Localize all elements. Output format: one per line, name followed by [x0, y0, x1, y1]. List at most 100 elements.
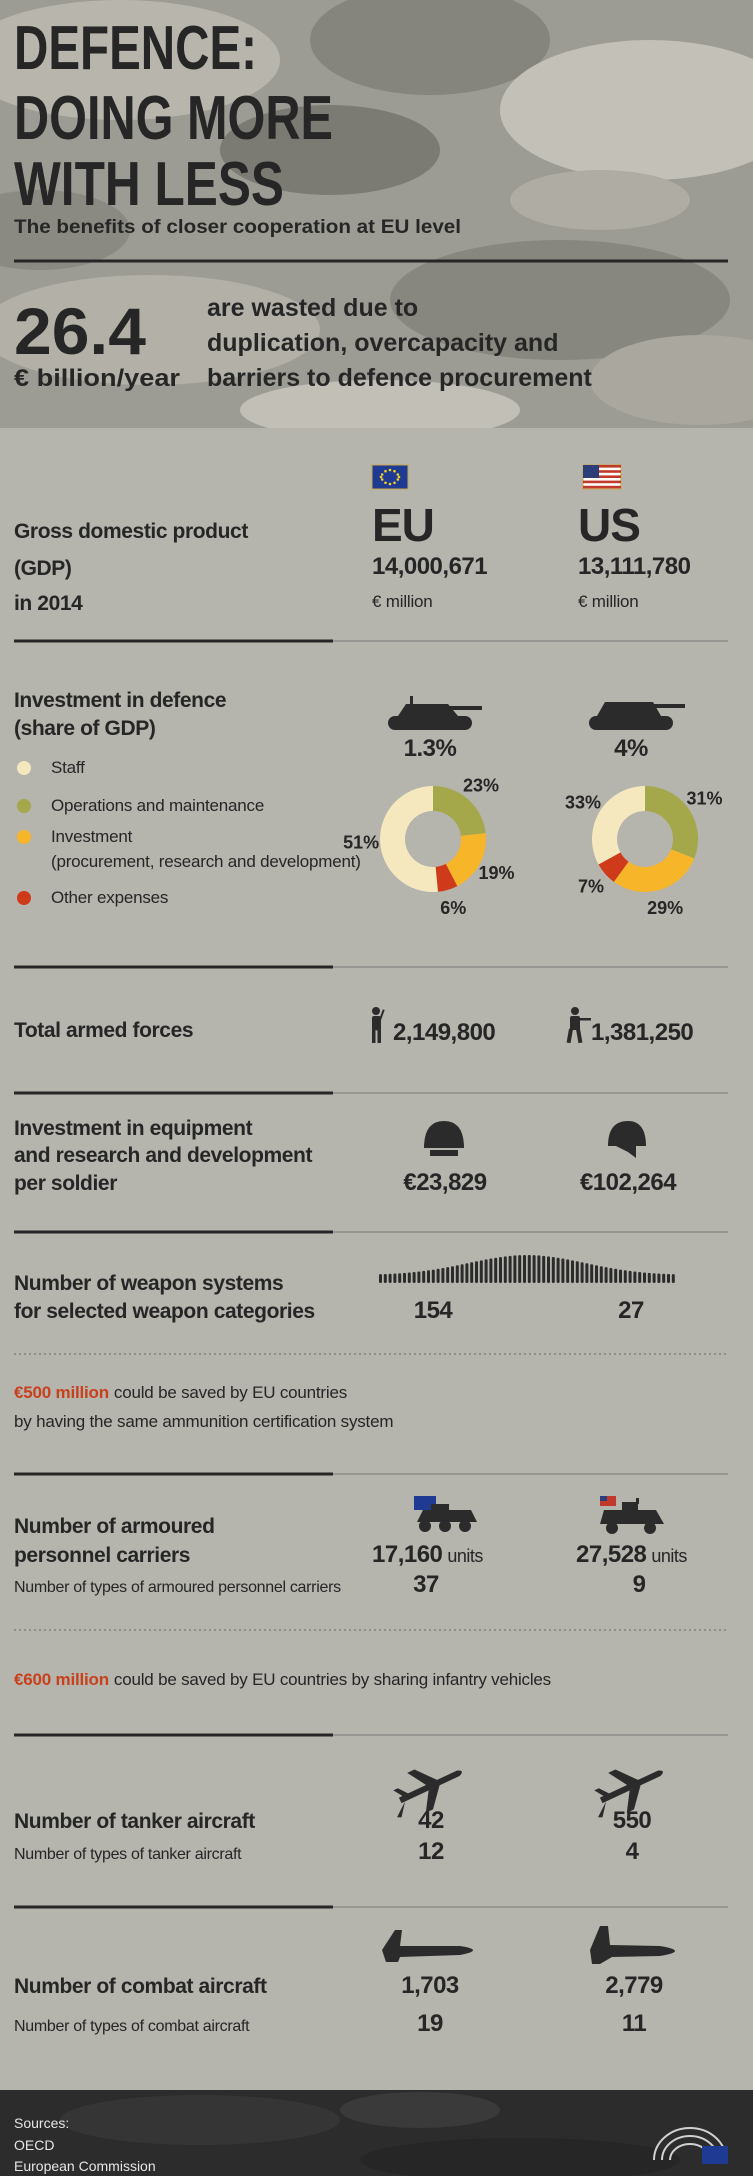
weapon-bar — [383, 1273, 387, 1283]
weapon-bar — [398, 1273, 402, 1283]
row-label: Investment in equipment — [14, 1117, 253, 1140]
weapon-bar — [580, 1262, 584, 1283]
donut-label: 33% — [565, 792, 601, 812]
subtitle: The benefits of closer cooperation at EU… — [14, 217, 461, 238]
source-item: OECD — [14, 2137, 54, 2153]
row-label: per soldier — [14, 1172, 117, 1195]
types-label: Number of types of armoured personnel ca… — [14, 1579, 341, 1596]
weapon-bar — [503, 1256, 507, 1283]
weapon-bar — [427, 1270, 430, 1283]
saving-note: €500 million could be saved by EU countri… — [14, 1383, 347, 1402]
weapon-bar — [455, 1265, 459, 1283]
weapon-bar — [479, 1260, 483, 1283]
weapon-bar — [470, 1262, 474, 1283]
aircraft-value: 2,779 — [605, 1972, 663, 1999]
weapon-bar — [652, 1273, 656, 1283]
donut-label: 23% — [463, 775, 499, 795]
weapon-bar — [460, 1264, 464, 1283]
weapon-bar — [417, 1271, 421, 1283]
donut-label: 19% — [478, 863, 514, 883]
parliament-logo — [653, 2127, 728, 2164]
equipment-value: €102,264 — [580, 1169, 677, 1196]
header-background — [0, 0, 753, 440]
weapon-bar — [379, 1274, 382, 1283]
legend-swatch — [17, 761, 31, 775]
weapon-bar — [566, 1259, 570, 1283]
aircraft-value: 550 — [613, 1807, 652, 1834]
row-label: (share of GDP) — [14, 717, 155, 740]
row-label: Number of combat aircraft — [14, 1975, 267, 1998]
headline-text: duplication, overcapacity and — [207, 329, 558, 357]
weapon-bar — [527, 1255, 531, 1283]
donut-label: 7% — [578, 877, 604, 897]
weapon-systems-icons — [379, 1255, 675, 1283]
legend-swatch — [17, 891, 31, 905]
types-value: 4 — [626, 1838, 640, 1865]
donut-segment — [591, 786, 645, 865]
eu-flag — [371, 464, 409, 490]
weapon-bar — [551, 1256, 555, 1283]
legend-label: Investment — [51, 827, 133, 846]
weapon-bar — [412, 1271, 416, 1283]
apc-value: 17,160 units — [372, 1541, 483, 1568]
weapon-bar — [561, 1258, 565, 1283]
types-value: 19 — [417, 2010, 443, 2037]
donut-label: 6% — [440, 898, 466, 918]
headline-text: barriers to defence procurement — [207, 364, 593, 392]
weapon-bar — [643, 1272, 646, 1283]
weapon-bar — [465, 1263, 469, 1283]
eu-tanker-icon — [393, 1769, 462, 1818]
apc-number: 17,160 — [372, 1541, 443, 1568]
weapon-bar — [499, 1256, 502, 1283]
row-label: in 2014 — [14, 592, 83, 615]
types-value: 12 — [418, 1838, 444, 1865]
eu-fighter-icon — [382, 1930, 473, 1962]
weapon-bar — [523, 1255, 526, 1283]
weapon-bar — [585, 1263, 589, 1283]
legend-swatch — [17, 830, 31, 844]
weapon-bar — [556, 1257, 560, 1283]
eu-tank-icon — [388, 696, 482, 730]
body-background — [0, 428, 753, 2090]
weapon-bar — [446, 1267, 450, 1283]
weapon-bar — [547, 1256, 550, 1283]
source-item: European Commission — [14, 2158, 156, 2174]
legend-label: Operations and maintenance — [51, 796, 264, 815]
weapon-bar — [508, 1255, 512, 1283]
saving-note: €600 million could be saved by EU countri… — [14, 1670, 551, 1689]
aircraft-value: 42 — [418, 1807, 444, 1834]
weapon-bar — [609, 1267, 613, 1283]
us-flag — [582, 464, 622, 490]
weapon-bar — [623, 1270, 627, 1283]
row-label: Number of tanker aircraft — [14, 1810, 255, 1833]
footer-background — [0, 2090, 753, 2176]
legend-swatch — [17, 799, 31, 813]
weapon-bar — [436, 1268, 440, 1283]
eu-helmet-icon — [424, 1121, 464, 1156]
weapon-bar — [542, 1255, 546, 1283]
saving-amount: €600 million — [14, 1670, 109, 1689]
weapon-bar — [575, 1261, 579, 1283]
weapon-bar — [671, 1274, 675, 1283]
donut-label: 31% — [687, 789, 723, 809]
donut-segment — [380, 786, 439, 892]
headline-figure: 26.4 — [14, 294, 146, 368]
forces-value: 2,149,800 — [393, 1019, 495, 1046]
types-value: 37 — [413, 1571, 439, 1598]
row-label: Number of armoured — [14, 1515, 215, 1538]
types-value: 9 — [633, 1571, 646, 1598]
types-label: Number of types of combat aircraft — [14, 2018, 250, 2035]
equipment-value: €23,829 — [403, 1169, 486, 1196]
row-label: for selected weapon categories — [14, 1300, 315, 1323]
defence-share: 4% — [614, 735, 648, 762]
row-label: Investment in defence — [14, 689, 226, 712]
donut-label: 51% — [343, 832, 379, 852]
weapon-bar — [590, 1264, 594, 1283]
defence-share: 1.3% — [404, 735, 457, 762]
row-label: personnel carriers — [14, 1544, 190, 1567]
saving-text: could be saved by EU countries by sharin… — [114, 1670, 551, 1689]
us-helmet-icon — [608, 1121, 646, 1158]
donut-segment — [613, 849, 695, 893]
weapon-bar — [657, 1273, 661, 1283]
weapon-bar — [475, 1261, 478, 1283]
